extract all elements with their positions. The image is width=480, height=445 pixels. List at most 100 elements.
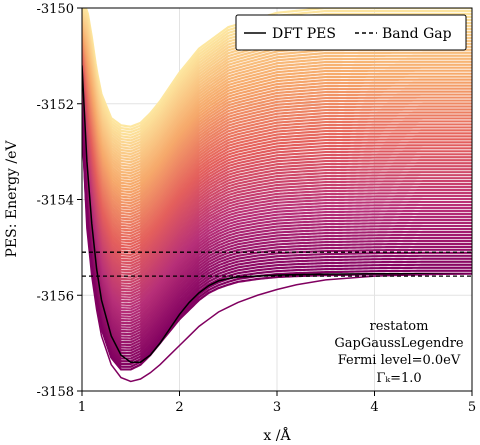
legend-box — [235, 14, 467, 51]
x-tick-label: 2 — [175, 400, 183, 415]
y-axis-ticks: -3150 -3152 -3154 -3156 -3158 — [37, 2, 82, 400]
band-curve — [82, 48, 472, 218]
series-line-lower-curve — [82, 127, 472, 383]
band-curve — [82, 80, 472, 289]
band-curve — [82, 79, 472, 287]
band-curve — [82, 92, 472, 314]
band-curve — [82, 90, 472, 311]
band-curve — [82, 77, 472, 281]
y-axis-title: PES: Energy /eV — [4, 140, 20, 258]
band-curve — [82, 43, 472, 207]
band-curve — [82, 108, 472, 349]
y-tick-label: -3158 — [37, 385, 74, 400]
band-curve — [82, 78, 472, 284]
series-line-dft-pes — [82, 65, 472, 364]
band-curve — [82, 39, 472, 199]
band-curve — [82, 26, 472, 169]
band-curve — [82, 101, 472, 336]
x-axis-title: x /Å — [263, 426, 291, 444]
band-curve — [82, 37, 472, 194]
legend-label-dft-pes: DFT PES — [272, 26, 336, 42]
band-curve — [82, 51, 472, 224]
band-curve — [82, 49, 472, 221]
band-curve — [82, 32, 472, 183]
legend-label-band-gap: Band Gap — [382, 26, 452, 42]
band-curve — [82, 75, 472, 278]
band-curve — [82, 59, 472, 243]
band-curve — [82, 8, 472, 128]
y-tick-label: -3156 — [37, 289, 74, 304]
band-curve — [82, 64, 472, 254]
band-curve — [82, 28, 472, 175]
band-curve — [82, 114, 472, 363]
band-curve — [82, 99, 472, 330]
x-tick-label: 3 — [273, 400, 281, 415]
band-curve — [82, 106, 472, 347]
annotation-block: restatom GapGaussLegendre Fermi level=0.… — [334, 319, 464, 386]
band-curve — [82, 36, 472, 191]
band-curve — [82, 42, 472, 205]
band-curve — [82, 53, 472, 229]
band-curve — [82, 116, 472, 368]
y-tick-label: -3152 — [37, 98, 74, 113]
band-curve — [82, 105, 472, 344]
band-curve — [82, 27, 472, 172]
series-lines — [82, 65, 472, 383]
y-tick-label: -3154 — [37, 194, 74, 209]
band-curve — [82, 87, 472, 303]
band-curve — [82, 33, 472, 186]
band-curve — [82, 46, 472, 213]
band-curve — [82, 30, 472, 177]
band-curve — [82, 68, 472, 262]
x-axis-ticks: 1 2 3 4 5 — [78, 391, 476, 415]
band-curve — [82, 44, 472, 210]
band-curve — [82, 88, 472, 306]
band-curve — [82, 67, 472, 259]
band-curve — [82, 103, 472, 338]
band-curve — [82, 31, 472, 180]
band-family — [82, 8, 472, 371]
band-curve — [82, 113, 472, 360]
x-tick-label: 5 — [468, 400, 476, 415]
band-curve — [82, 47, 472, 216]
band-curve — [82, 94, 472, 319]
band-curve — [82, 104, 472, 341]
band-curve — [82, 93, 472, 317]
band-curve — [82, 63, 472, 251]
band-curve — [82, 62, 472, 248]
annotation-line-1: restatom — [370, 319, 429, 334]
band-curve — [82, 98, 472, 327]
x-tick-label: 1 — [78, 400, 86, 415]
annotation-line-2: GapGaussLegendre — [334, 336, 464, 351]
band-curve — [82, 97, 472, 325]
band-curve — [82, 61, 472, 246]
band-curve — [82, 82, 472, 292]
band-curve — [82, 58, 472, 240]
band-curve — [82, 85, 472, 300]
band-curve — [82, 74, 472, 276]
band-curve — [82, 115, 472, 366]
y-tick-label: -3150 — [37, 2, 74, 17]
band-curve — [82, 83, 472, 295]
band-curve — [82, 89, 472, 308]
band-curve — [82, 66, 472, 257]
band-curve — [82, 95, 472, 322]
annotation-line-4: Γₖ=1.0 — [376, 371, 421, 386]
band-curve — [82, 109, 472, 352]
band-curve — [82, 57, 472, 237]
band-curve — [82, 110, 472, 355]
band-curve — [82, 72, 472, 270]
band-curve — [82, 84, 472, 297]
legend: DFT PES Band Gap — [235, 14, 467, 51]
annotation-line-3: Fermi level=0.0eV — [338, 353, 461, 368]
band-curve — [82, 56, 472, 235]
band-curve — [82, 38, 472, 197]
band-curve — [82, 100, 472, 333]
band-curve — [82, 73, 472, 273]
band-curve — [82, 111, 472, 357]
band-curve — [82, 71, 472, 267]
band-curve — [82, 54, 472, 232]
x-tick-label: 4 — [370, 400, 378, 415]
band-curve — [82, 41, 472, 202]
